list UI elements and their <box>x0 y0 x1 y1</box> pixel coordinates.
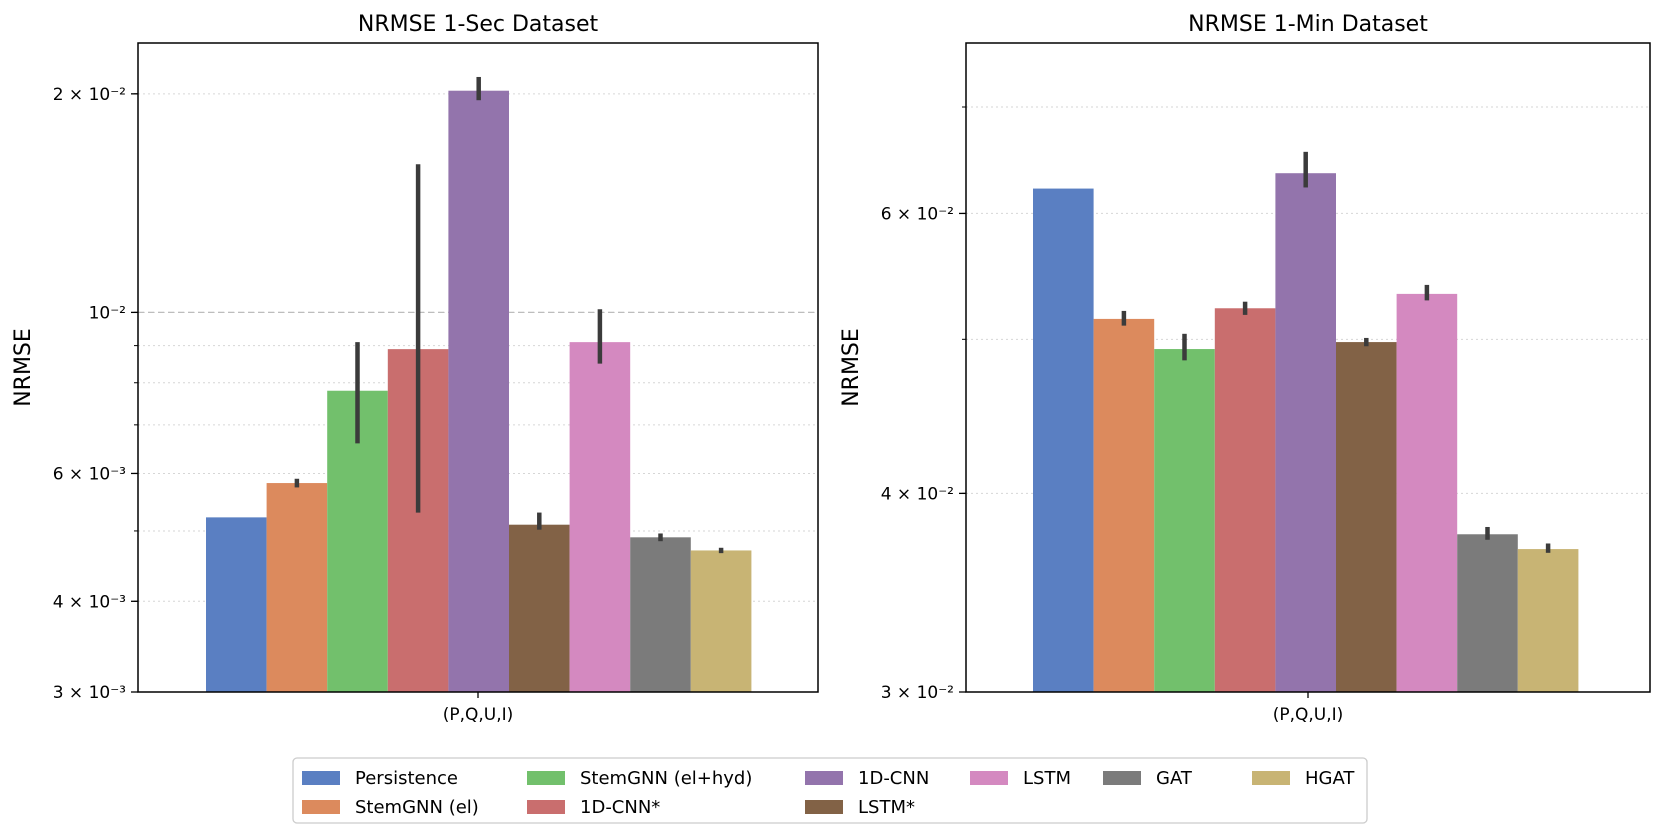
bar-stemgnn-el-hyd- <box>1154 349 1215 692</box>
legend-swatch <box>1252 771 1290 785</box>
bar-1d-cnn- <box>1214 308 1276 692</box>
chart-title: NRMSE 1-Sec Dataset <box>358 12 599 37</box>
bar-lstm <box>1396 293 1458 692</box>
bar-lstm- <box>1336 342 1397 692</box>
legend-label: StemGNN (el+hyd) <box>580 768 752 789</box>
error-bars <box>1121 151 1551 553</box>
legend-swatch <box>805 771 843 785</box>
chart-panel-2: 3 × 10⁻² 4 × 10⁻² 6 × 10⁻² (P,Q,U,I) NRMSE 1… <box>839 12 1651 725</box>
bar-stemgnn-el- <box>266 483 328 692</box>
x-tick-label: (P,Q,U,I) <box>443 705 514 725</box>
legend-swatch <box>970 771 1008 785</box>
bar-gat <box>1457 534 1518 692</box>
bar-1d-cnn <box>1275 173 1336 692</box>
legend-label: LSTM* <box>858 797 915 818</box>
legend-swatch <box>1103 771 1141 785</box>
bars <box>206 90 752 693</box>
bar-hgat <box>690 550 752 692</box>
chart-panel-1: 3 × 10⁻³ 4 × 10⁻³ 6 × 10⁻³ 10⁻² 2 × 10⁻² (P,Q… <box>11 12 819 725</box>
bar-gat <box>630 537 691 692</box>
legend-swatch <box>302 771 340 785</box>
y-axis-label: NRMSE <box>11 328 36 407</box>
legend-item-gat: GAT <box>1103 768 1193 789</box>
legend: Persistence StemGNN (el) StemGNN (el+hyd) 1… <box>292 757 1368 824</box>
y-tick-label: 4 × 10⁻³ <box>53 592 126 612</box>
y-tick-label: 2 × 10⁻² <box>53 85 126 105</box>
legend-item-hgat: HGAT <box>1252 768 1355 789</box>
legend-item-stemgnn-el-: StemGNN (el) <box>302 797 479 818</box>
legend-item-persistence: Persistence <box>302 768 458 789</box>
legend-label: 1D-CNN* <box>580 797 660 818</box>
legend-label: HGAT <box>1305 768 1355 789</box>
legend-swatch <box>527 771 565 785</box>
y-tick-label: 6 × 10⁻³ <box>53 464 126 484</box>
legend-label: 1D-CNN <box>858 768 929 789</box>
legend-item-lstm: LSTM <box>970 768 1071 789</box>
legend-label: Persistence <box>355 768 458 789</box>
error-bars <box>294 76 724 554</box>
y-axis-label: NRMSE <box>839 328 864 407</box>
x-tick-label: (P,Q,U,I) <box>1273 705 1344 725</box>
legend-item-stemgnn-el-hyd-: StemGNN (el+hyd) <box>527 768 752 789</box>
bar-lstm <box>569 342 631 692</box>
legend-item-lstm-: LSTM* <box>805 797 915 818</box>
legend-item-1d-cnn-: 1D-CNN* <box>527 797 660 818</box>
bars <box>1033 173 1579 693</box>
y-tick-label: 6 × 10⁻² <box>881 204 954 224</box>
bar-stemgnn-el- <box>1093 318 1155 692</box>
bar-persistence <box>1033 188 1094 693</box>
bar-lstm- <box>509 524 570 692</box>
legend-label: LSTM <box>1023 768 1071 789</box>
legend-swatch <box>527 800 565 814</box>
y-tick-label: 3 × 10⁻² <box>881 683 954 703</box>
legend-swatch <box>805 800 843 814</box>
legend-label: GAT <box>1156 768 1193 789</box>
legend-swatch <box>302 800 340 814</box>
y-tick-label: 10⁻² <box>89 303 126 323</box>
bar-1d-cnn <box>448 90 509 693</box>
y-tick-label: 3 × 10⁻³ <box>53 683 126 703</box>
chart-title: NRMSE 1-Min Dataset <box>1188 12 1428 37</box>
bar-persistence <box>206 517 267 692</box>
bar-hgat <box>1517 549 1579 692</box>
legend-label: StemGNN (el) <box>355 797 479 818</box>
legend-item-1d-cnn: 1D-CNN <box>805 768 929 789</box>
y-tick-label: 4 × 10⁻² <box>881 484 954 504</box>
